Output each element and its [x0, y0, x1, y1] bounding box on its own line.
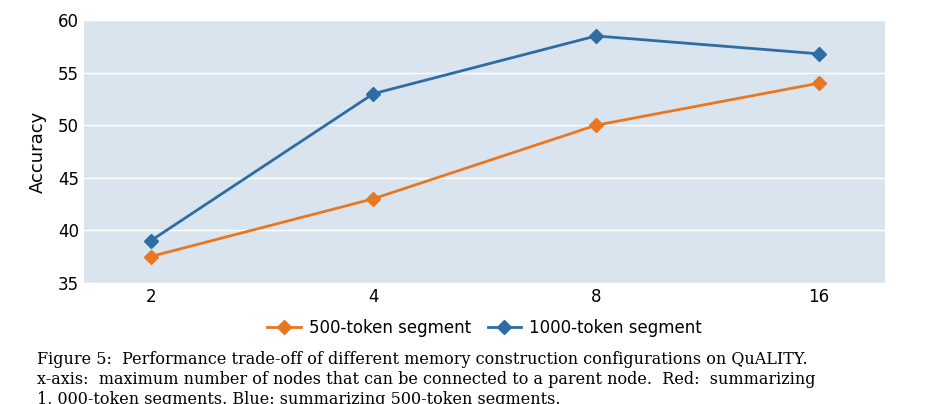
Legend: 500-token segment, 1000-token segment: 500-token segment, 1000-token segment: [261, 312, 708, 343]
Text: Figure 5:  Performance trade-off of different memory construction configurations: Figure 5: Performance trade-off of diffe…: [37, 351, 815, 404]
Y-axis label: Accuracy: Accuracy: [29, 110, 47, 193]
